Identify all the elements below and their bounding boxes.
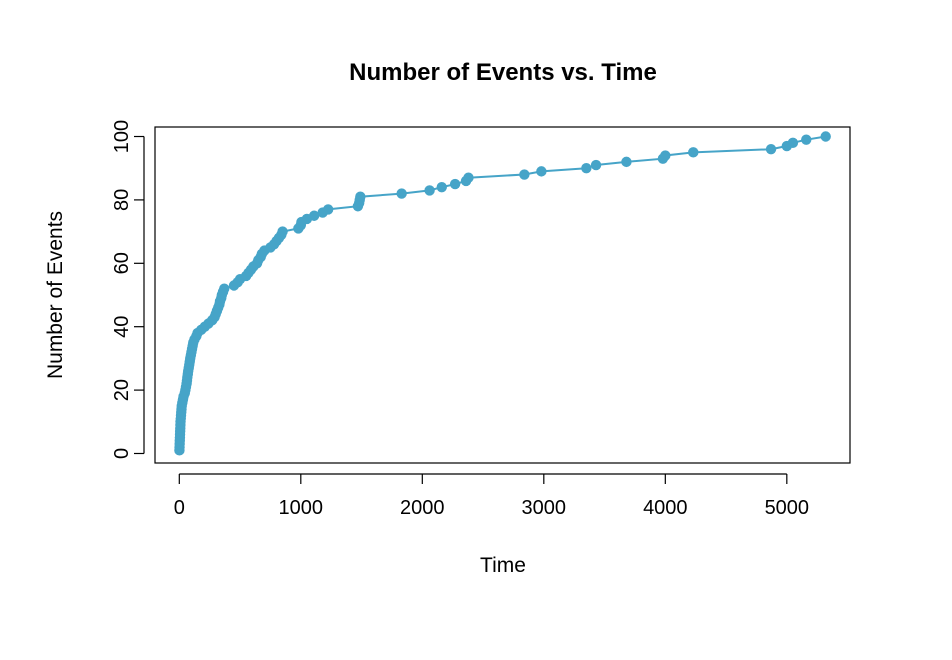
series-line	[178, 135, 826, 451]
data-point	[449, 178, 461, 190]
y-tick-label: 40	[111, 316, 133, 338]
data-point	[590, 159, 602, 171]
data-point	[355, 191, 366, 202]
data-point	[277, 226, 288, 237]
y-tick-label: 80	[111, 189, 133, 211]
x-tick-label: 3000	[522, 497, 567, 519]
data-point	[424, 185, 435, 196]
data-point	[787, 137, 799, 149]
data-point	[436, 182, 447, 193]
data-point	[308, 210, 320, 221]
x-tick-label: 2000	[400, 497, 445, 519]
y-tick-label: 100	[111, 120, 133, 153]
data-point	[621, 156, 632, 168]
data-point	[396, 188, 407, 199]
data-point	[219, 283, 230, 294]
y-tick-label: 0	[111, 448, 133, 459]
x-tick-label: 0	[174, 497, 185, 519]
data-point	[820, 131, 831, 142]
data-point	[536, 166, 547, 177]
data-point	[660, 150, 671, 161]
x-tick-label: 4000	[643, 497, 688, 519]
data-point	[801, 134, 812, 145]
y-axis: 0 20 40 60 80 100	[111, 120, 145, 459]
plot-frame	[154, 126, 851, 464]
chart-title: Number of Events vs. Time	[349, 59, 657, 86]
data-point	[688, 147, 699, 158]
series-layer	[174, 131, 831, 456]
data-point	[463, 172, 474, 183]
x-tick-label: 5000	[765, 497, 810, 519]
x-axis-label: Time	[480, 554, 526, 577]
y-axis-label: Number of Events	[44, 211, 67, 379]
y-tick-label: 60	[111, 252, 133, 274]
data-point	[581, 163, 592, 174]
x-tick-label: 1000	[279, 497, 324, 519]
data-point	[519, 169, 530, 180]
data-point	[765, 143, 777, 155]
y-tick-label: 20	[111, 379, 133, 401]
x-axis: 0 1000 2000 3000 4000 5000	[174, 473, 810, 519]
data-point	[322, 204, 334, 215]
